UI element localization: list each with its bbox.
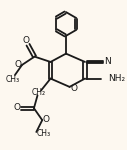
Text: CH₃: CH₃: [6, 75, 20, 84]
Text: CH₂: CH₂: [32, 88, 46, 97]
Text: NH₂: NH₂: [108, 74, 125, 83]
Text: N: N: [105, 57, 111, 66]
Text: O: O: [14, 103, 21, 112]
Text: O: O: [23, 36, 30, 45]
Text: CH₃: CH₃: [36, 129, 51, 138]
Text: O: O: [14, 60, 21, 69]
Text: O: O: [70, 84, 77, 93]
Text: O: O: [43, 115, 50, 124]
